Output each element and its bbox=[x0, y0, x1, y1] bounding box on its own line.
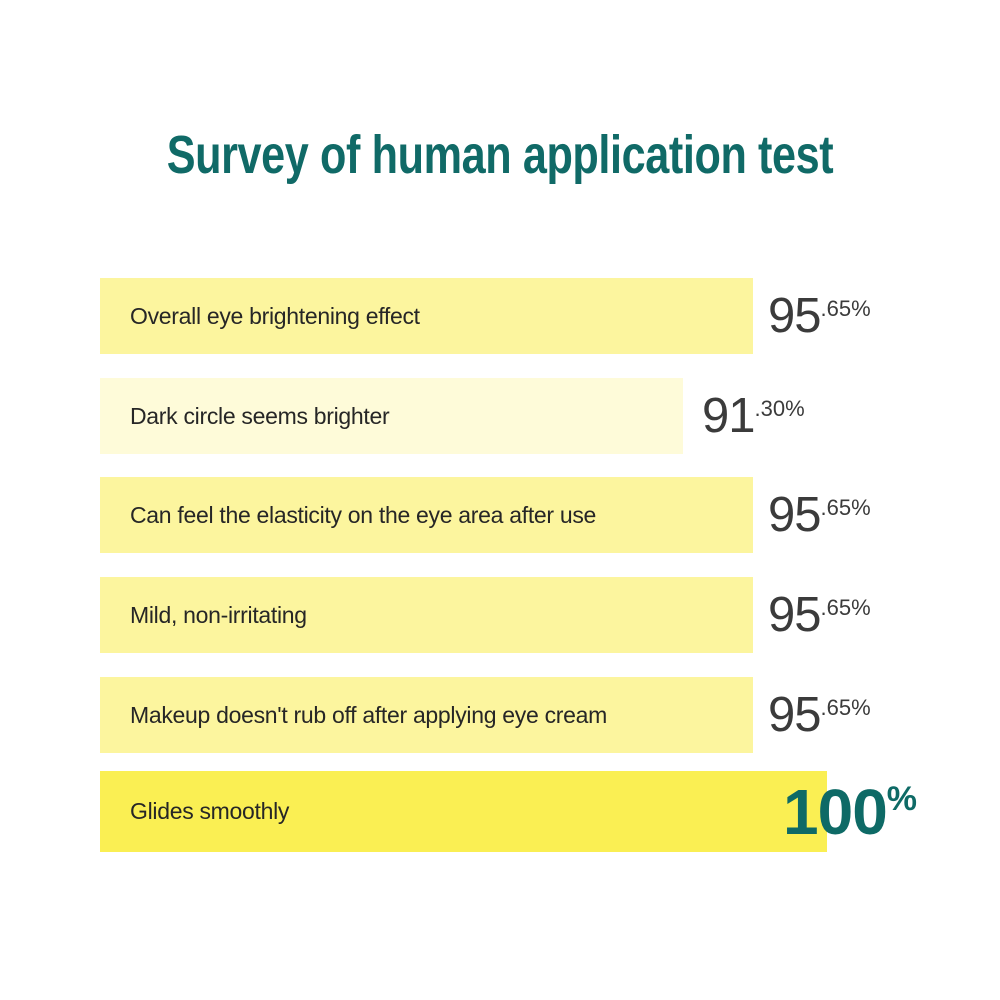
bar-row-glides-smoothly: Glides smoothly 100 % bbox=[100, 771, 960, 852]
bar-row-elasticity: Can feel the elasticity on the eye area … bbox=[100, 477, 960, 553]
value-fraction: % bbox=[886, 779, 918, 818]
value-integer: 95 bbox=[768, 587, 822, 642]
bar-row-mild: Mild, non-irritating 95 .65% bbox=[100, 577, 960, 653]
value-fraction: .65% bbox=[820, 494, 871, 520]
value-integer: 95 bbox=[768, 288, 822, 343]
bar-row-overall-brightening: Overall eye brightening effect 95 .65% bbox=[100, 278, 960, 354]
bar-value: 91 .30% bbox=[702, 378, 805, 454]
value-fraction: .65% bbox=[820, 594, 871, 620]
value-integer: 91 bbox=[702, 388, 756, 443]
value-fraction: .65% bbox=[820, 694, 871, 720]
bar-row-dark-circle: Dark circle seems brighter 91 .30% bbox=[100, 378, 960, 454]
value-fraction: .65% bbox=[820, 295, 871, 321]
bar: Can feel the elasticity on the eye area … bbox=[100, 477, 753, 553]
bar-value: 95 .65% bbox=[768, 477, 871, 553]
bar: Glides smoothly bbox=[100, 771, 827, 852]
bar-label: Dark circle seems brighter bbox=[130, 402, 390, 429]
bar-value: 95 .65% bbox=[768, 577, 871, 653]
bar-label: Overall eye brightening effect bbox=[130, 302, 420, 329]
bar-label: Mild, non-irritating bbox=[130, 601, 307, 628]
bar-label: Glides smoothly bbox=[130, 798, 290, 824]
bar-label: Can feel the elasticity on the eye area … bbox=[130, 501, 597, 528]
value-integer: 95 bbox=[768, 487, 822, 542]
bar-value: 95 .65% bbox=[768, 677, 871, 753]
bar: Mild, non-irritating bbox=[100, 577, 753, 653]
bar: Overall eye brightening effect bbox=[100, 278, 753, 354]
bar: Makeup doesn't rub off after applying ey… bbox=[100, 677, 753, 753]
value-integer: 95 bbox=[768, 687, 822, 742]
bar-label: Makeup doesn't rub off after applying ey… bbox=[130, 701, 607, 728]
bar-chart: Overall eye brightening effect 95 .65% D… bbox=[100, 278, 960, 858]
value-fraction: .30% bbox=[754, 395, 805, 421]
bar-value: 95 .65% bbox=[768, 278, 871, 354]
bar-row-makeup: Makeup doesn't rub off after applying ey… bbox=[100, 677, 960, 753]
value-integer: 100 bbox=[783, 775, 888, 848]
bar-value: 100 % bbox=[783, 771, 917, 852]
page-title: Survey of human application test bbox=[166, 125, 834, 185]
bar: Dark circle seems brighter bbox=[100, 378, 683, 454]
